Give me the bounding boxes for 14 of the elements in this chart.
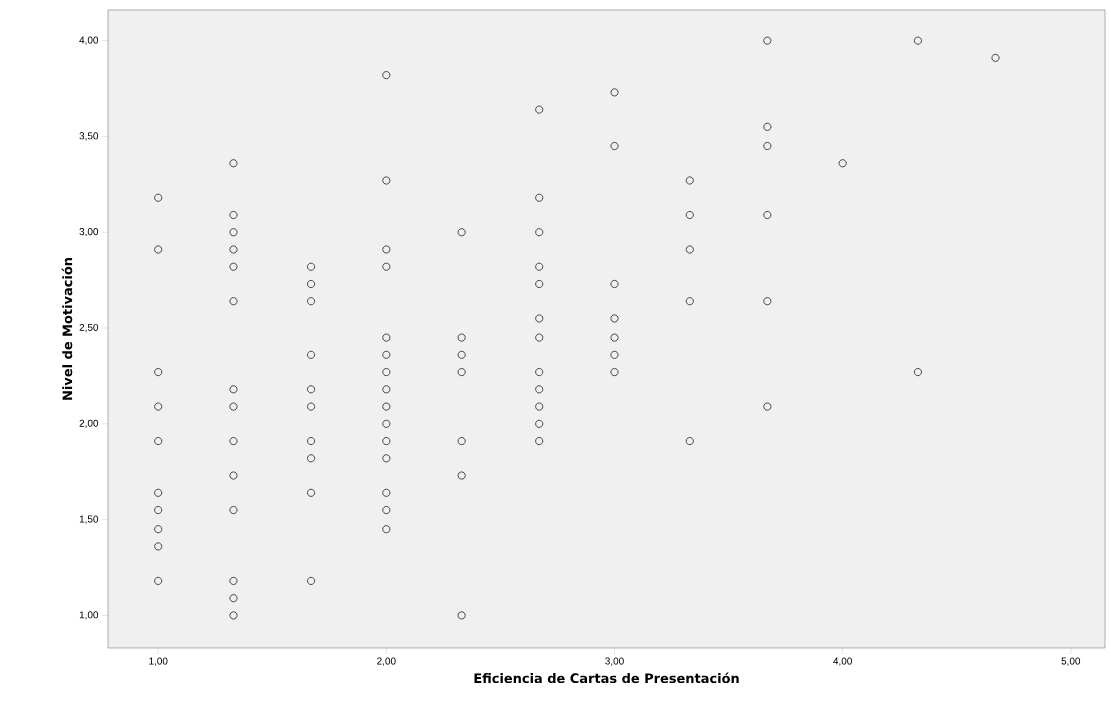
y-axis-title: Nivel de Motivación <box>61 258 73 400</box>
y-tick-label: 3,00 <box>79 228 99 237</box>
y-tick-label: 2,50 <box>79 323 99 333</box>
x-axis-title: Eficiencia de Cartas de Presentación <box>474 672 739 684</box>
y-tick-label: 1,50 <box>79 515 99 524</box>
x-tick-label: 2,00 <box>377 657 396 666</box>
y-tick-label: 3,50 <box>79 132 99 141</box>
y-tick-label: 4,00 <box>79 36 99 45</box>
x-tick-label: 4,00 <box>833 657 852 666</box>
x-tick-label: 1,00 <box>149 657 168 666</box>
y-tick-label: 1,00 <box>79 611 99 620</box>
x-tick-label: 5,00 <box>1061 657 1081 666</box>
y-tick-label: 2,00 <box>79 419 99 428</box>
x-tick-label: 3,00 <box>605 657 624 666</box>
